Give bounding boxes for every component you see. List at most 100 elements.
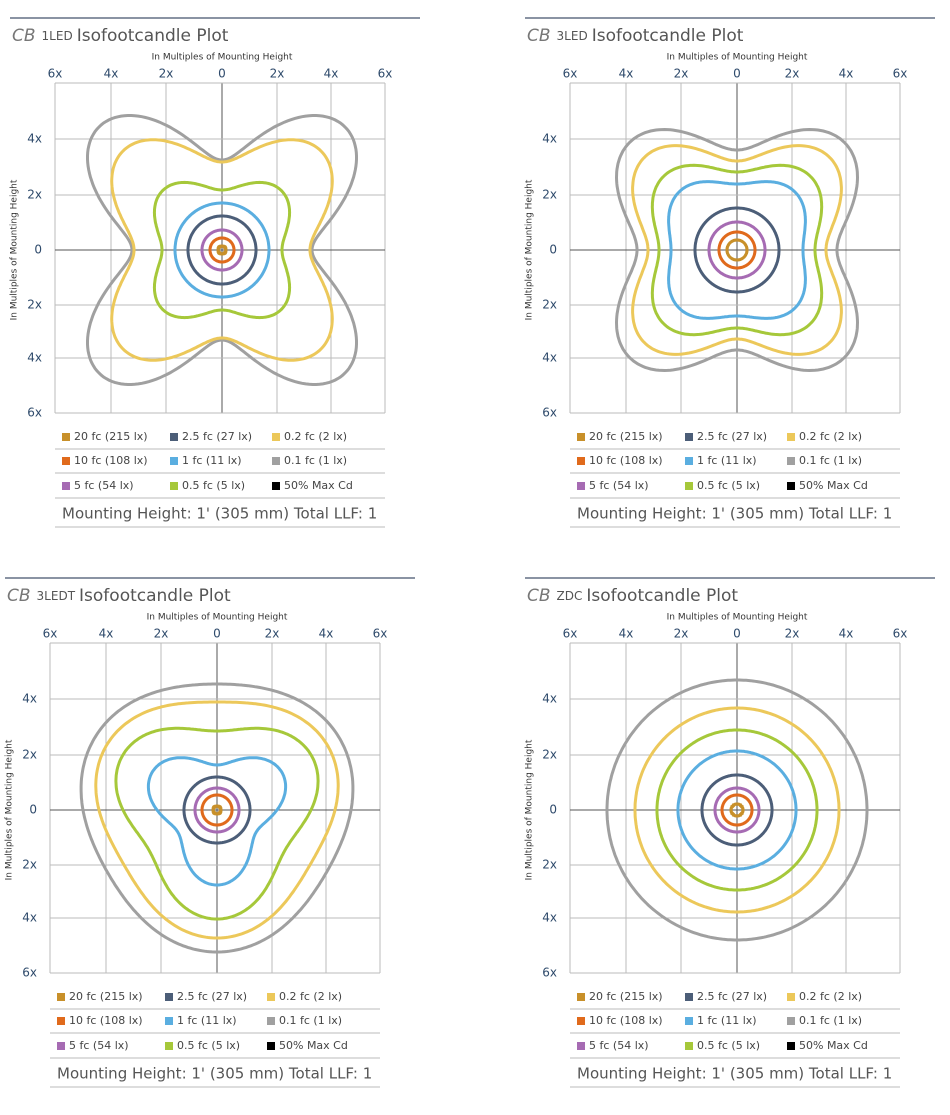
x-tick-label: 6x — [893, 627, 908, 641]
legend-label: 0.5 fc (5 lx) — [177, 1039, 240, 1052]
legend-label: 0.1 fc (1 lx) — [284, 454, 347, 467]
legend-label: 1 fc (11 lx) — [182, 454, 242, 467]
legend-swatch — [62, 433, 70, 441]
legend-label: 0.5 fc (5 lx) — [182, 479, 245, 492]
y-axis-label: In Multiples of Mounting Height — [5, 739, 15, 880]
legend-swatch — [577, 993, 585, 1001]
contour — [717, 230, 757, 270]
x-tick-label: 6x — [43, 627, 58, 641]
contour — [173, 201, 271, 299]
panel: CB ZDC Isofootcandle Plot In Multiples of M… — [525, 577, 935, 1088]
legend-swatch — [787, 1042, 795, 1050]
x-tick-label: 4x — [619, 67, 634, 81]
x-tick-label: 2x — [785, 627, 800, 641]
y-tick-label: 2x — [22, 858, 37, 872]
legend-label: 20 fc (215 lx) — [589, 990, 663, 1003]
contour — [200, 793, 234, 827]
title-text: Isofootcandle Plot — [592, 26, 744, 46]
title-prefix: CB — [527, 586, 551, 606]
contour — [152, 180, 292, 320]
x-tick-label: 0 — [213, 627, 221, 641]
x-tick-label: 6x — [373, 627, 388, 641]
contour — [720, 793, 754, 827]
x-tick-label: 2x — [270, 67, 285, 81]
contour — [713, 786, 761, 834]
x-axis-label: In Multiples of Mounting Height — [152, 53, 293, 63]
legend-swatch — [272, 433, 280, 441]
y-tick-label: 4x — [542, 132, 557, 146]
y-tick-label: 2x — [27, 188, 42, 202]
legend-swatch — [577, 457, 585, 465]
legend-label: 50% Max Cd — [284, 479, 353, 492]
legend-label: 20 fc (215 lx) — [589, 430, 663, 443]
legend-label: 10 fc (108 lx) — [74, 454, 148, 467]
legend-label: 5 fc (54 lx) — [74, 479, 134, 492]
legend-label: 5 fc (54 lx) — [589, 1039, 649, 1052]
contour — [86, 114, 358, 386]
contour — [700, 773, 774, 847]
legend-swatch — [787, 482, 795, 490]
legend-swatch — [267, 1017, 275, 1025]
legend-label: 5 fc (54 lx) — [589, 479, 649, 492]
contour — [707, 220, 767, 280]
y-tick-label: 4x — [27, 351, 42, 365]
contour — [146, 756, 288, 887]
x-tick-label: 6x — [378, 67, 393, 81]
y-axis-label: In Multiples of Mounting Height — [10, 179, 20, 320]
y-tick-label: 4x — [542, 351, 557, 365]
legend-swatch — [787, 433, 795, 441]
legend-swatch — [685, 482, 693, 490]
legend-label: 50% Max Cd — [799, 1039, 868, 1052]
y-tick-label: 6x — [22, 966, 37, 980]
title-text: Isofootcandle Plot — [77, 26, 229, 46]
panel-title: CB 1LED Isofootcandle Plot — [12, 26, 229, 46]
legend-label: 50% Max Cd — [279, 1039, 348, 1052]
x-tick-label: 2x — [154, 627, 169, 641]
contour — [182, 775, 252, 845]
x-tick-label: 4x — [839, 627, 854, 641]
title-prefix: CB — [527, 26, 551, 46]
legend-swatch — [685, 993, 693, 1001]
legend-label: 20 fc (215 lx) — [69, 990, 143, 1003]
x-axis-label: In Multiples of Mounting Height — [667, 53, 808, 63]
y-tick-label: 2x — [542, 858, 557, 872]
legend-swatch — [165, 993, 173, 1001]
legend-label: 0.5 fc (5 lx) — [697, 479, 760, 492]
contour — [114, 726, 320, 921]
legend-swatch — [267, 993, 275, 1001]
contour — [200, 228, 244, 272]
legend-swatch — [272, 482, 280, 490]
y-tick-label: 2x — [542, 188, 557, 202]
legend-label: 2.5 fc (27 lx) — [177, 990, 247, 1003]
contour — [650, 163, 824, 337]
legend-swatch — [685, 457, 693, 465]
legend-swatch — [57, 1042, 65, 1050]
legend-label: 1 fc (11 lx) — [177, 1014, 237, 1027]
x-tick-label: 2x — [159, 67, 174, 81]
legend-label: 10 fc (108 lx) — [589, 1014, 663, 1027]
contour — [631, 144, 843, 356]
x-tick-label: 6x — [563, 627, 578, 641]
contour — [614, 127, 860, 373]
contour — [79, 682, 355, 954]
legend-label: 0.5 fc (5 lx) — [697, 1039, 760, 1052]
legend-label: 50% Max Cd — [799, 479, 868, 492]
x-tick-label: 0 — [218, 67, 226, 81]
y-tick-label: 2x — [542, 748, 557, 762]
legend-label: 10 fc (108 lx) — [69, 1014, 143, 1027]
y-tick-label: 4x — [22, 692, 37, 706]
legend-swatch — [787, 457, 795, 465]
contour — [208, 236, 236, 264]
title-model: ZDC — [557, 589, 583, 603]
contour — [605, 678, 869, 942]
legend-swatch — [685, 433, 693, 441]
legend-swatch — [787, 993, 795, 1001]
contour — [667, 180, 807, 320]
legend-swatch — [577, 482, 585, 490]
contour — [725, 238, 749, 262]
legend-swatch — [577, 433, 585, 441]
legend-label: 2.5 fc (27 lx) — [697, 990, 767, 1003]
x-tick-label: 0 — [733, 67, 741, 81]
y-tick-label: 2x — [27, 298, 42, 312]
